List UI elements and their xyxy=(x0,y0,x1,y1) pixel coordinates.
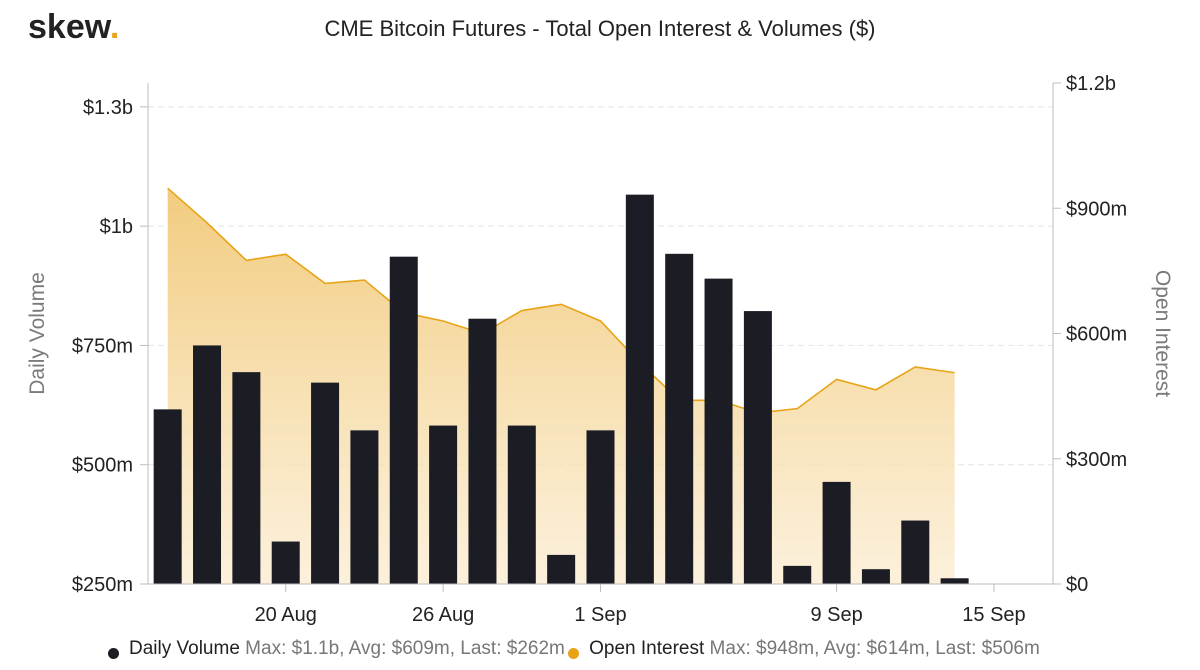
skew-logo: skew. xyxy=(28,8,119,47)
x-tick-label: 20 Aug xyxy=(255,604,317,626)
chart-svg: $250m $500m $750m $1b $1.3b $0 $300m $600m $900m… xyxy=(26,73,1174,626)
legend-item-daily-volume[interactable]: Daily Volume Max: $1.1b, Avg: $609m, Las… xyxy=(108,638,565,660)
legend-marker-daily-volume xyxy=(108,648,119,659)
left-tick-label: $750m xyxy=(72,335,133,357)
legend-name-open-interest: Open Interest xyxy=(589,638,705,659)
left-tick-label: $250m xyxy=(72,574,133,596)
left-axis-title: Daily Volume xyxy=(26,272,49,395)
volume-bar xyxy=(625,194,654,584)
volume-bar xyxy=(350,430,379,584)
legend-stats-daily-volume: Max: $1.1b, Avg: $609m, Last: $262m xyxy=(245,638,565,659)
logo-text: skew xyxy=(28,8,110,46)
volume-bar xyxy=(822,481,851,584)
volume-bar xyxy=(468,318,497,584)
volume-bar xyxy=(940,578,969,584)
legend-item-open-interest[interactable]: Open Interest Max: $948m, Avg: $614m, La… xyxy=(568,638,1040,660)
legend-stats-open-interest: Max: $948m, Avg: $614m, Last: $506m xyxy=(709,638,1040,659)
open-interest-line xyxy=(167,187,955,414)
chart-legend: Daily Volume Max: $1.1b, Avg: $609m, Las… xyxy=(108,638,1040,660)
legend-marker-open-interest xyxy=(568,648,580,659)
right-tick-label: $0 xyxy=(1066,574,1088,596)
x-tick-label: 26 Aug xyxy=(412,604,474,626)
right-tick-label: $600m xyxy=(1066,324,1127,346)
volume-bar xyxy=(271,541,300,584)
volume-bar xyxy=(232,372,261,584)
left-tick-label: $500m xyxy=(72,455,133,477)
volume-bar xyxy=(153,409,182,584)
volume-bar xyxy=(389,256,418,584)
volume-bar xyxy=(783,565,812,584)
volume-bar xyxy=(547,554,576,584)
volume-bar xyxy=(507,425,536,584)
volume-bar xyxy=(311,382,340,584)
x-tick-label: 9 Sep xyxy=(810,604,862,626)
volume-bar xyxy=(586,430,615,584)
volume-bar xyxy=(861,569,890,584)
left-tick-label: $1.3b xyxy=(83,97,133,119)
right-tick-label: $1.2b xyxy=(1066,73,1116,95)
chart-title: CME Bitcoin Futures - Total Open Interes… xyxy=(324,16,876,41)
x-tick-label: 15 Sep xyxy=(962,604,1025,626)
legend-name-daily-volume: Daily Volume xyxy=(129,638,240,659)
volume-bar xyxy=(193,345,222,584)
right-axis-title: Open Interest xyxy=(1151,270,1174,397)
left-tick-label: $1b xyxy=(100,216,133,238)
right-tick-label: $900m xyxy=(1066,198,1127,220)
volume-bar xyxy=(429,425,458,584)
volume-bar xyxy=(901,520,930,584)
logo-dot: . xyxy=(109,8,120,46)
volume-bar xyxy=(743,311,772,584)
right-tick-label: $300m xyxy=(1066,449,1127,471)
volume-bar xyxy=(704,278,733,584)
x-tick-label: 1 Sep xyxy=(574,604,626,626)
volume-bar xyxy=(665,253,694,584)
